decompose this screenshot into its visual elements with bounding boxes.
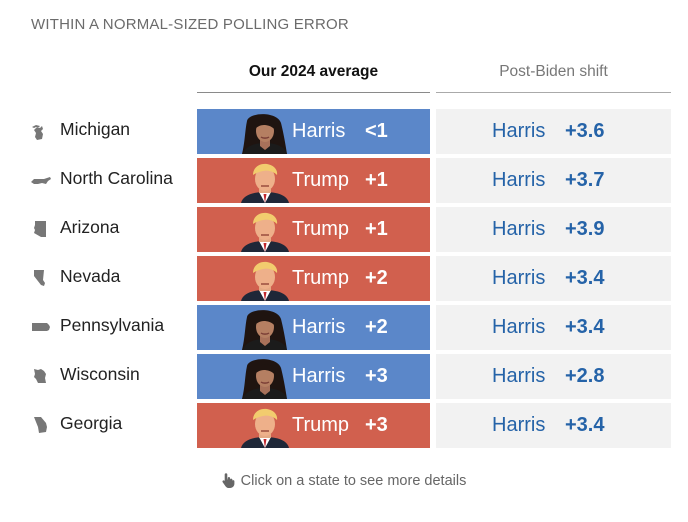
shift-cell: Harris +3.4 bbox=[436, 305, 671, 350]
average-candidate: Trump bbox=[292, 267, 350, 289]
shift-margin: +3.7 bbox=[565, 169, 605, 191]
average-margin: +2 bbox=[365, 267, 388, 289]
average-candidate: Harris bbox=[292, 120, 346, 142]
state-name: Georgia bbox=[60, 413, 123, 433]
average-cell: Harris +2 bbox=[197, 305, 430, 350]
state-row-michigan[interactable]: Michigan Harris <1 Harris +3.6 bbox=[0, 109, 688, 154]
footer-hint-text: Click on a state to see more details bbox=[240, 473, 467, 489]
average-candidate: Trump bbox=[292, 414, 350, 436]
shift-cell: Harris +3.6 bbox=[436, 109, 671, 154]
trump-portrait bbox=[237, 256, 293, 301]
shift-candidate: Harris bbox=[492, 267, 546, 289]
shift-margin: +3.6 bbox=[565, 120, 605, 142]
wisconsin-icon bbox=[31, 366, 51, 386]
georgia-icon bbox=[31, 415, 51, 435]
state-row-pennsylvania[interactable]: Pennsylvania Harris +2 Harris +3.4 bbox=[0, 305, 688, 350]
shift-candidate: Harris bbox=[492, 316, 546, 338]
shift-candidate: Harris bbox=[492, 414, 546, 436]
shift-margin: +3.4 bbox=[565, 414, 605, 436]
shift-candidate: Harris bbox=[492, 218, 546, 240]
state-name: Nevada bbox=[60, 266, 121, 286]
shift-candidate: Harris bbox=[492, 365, 546, 387]
shift-margin: +3.4 bbox=[565, 267, 605, 289]
shift-cell: Harris +3.7 bbox=[436, 158, 671, 203]
trump-portrait bbox=[237, 403, 293, 448]
state-name: Arizona bbox=[60, 217, 120, 237]
state-row-north-carolina[interactable]: North Carolina Trump +1 Harris +3.7 bbox=[0, 158, 688, 203]
average-candidate: Harris bbox=[292, 316, 346, 338]
average-margin: <1 bbox=[365, 120, 388, 142]
shift-cell: Harris +3.4 bbox=[436, 403, 671, 448]
state-name: Wisconsin bbox=[60, 364, 140, 384]
average-cell: Trump +2 bbox=[197, 256, 430, 301]
north-carolina-icon bbox=[31, 170, 51, 190]
shift-candidate: Harris bbox=[492, 169, 546, 191]
average-margin: +3 bbox=[365, 414, 388, 436]
pointer-hand-icon bbox=[222, 472, 235, 492]
column-header-shift-label: Post-Biden shift bbox=[499, 63, 608, 80]
harris-portrait bbox=[237, 109, 293, 154]
shift-cell: Harris +3.4 bbox=[436, 256, 671, 301]
average-candidate: Trump bbox=[292, 218, 350, 240]
state-list: Michigan Harris <1 Harris +3.6 North Car… bbox=[0, 109, 688, 452]
state-row-arizona[interactable]: Arizona Trump +1 Harris +3.9 bbox=[0, 207, 688, 252]
shift-cell: Harris +3.9 bbox=[436, 207, 671, 252]
michigan-icon bbox=[31, 121, 51, 141]
average-candidate: Trump bbox=[292, 169, 350, 191]
footer-hint: Click on a state to see more details bbox=[0, 472, 688, 492]
column-header-shift: Post-Biden shift bbox=[436, 62, 671, 93]
column-header-average-label: Our 2024 average bbox=[248, 63, 379, 80]
average-cell: Harris <1 bbox=[197, 109, 430, 154]
average-margin: +1 bbox=[365, 169, 388, 191]
state-name: Pennsylvania bbox=[60, 315, 165, 335]
shift-candidate: Harris bbox=[492, 120, 546, 142]
arizona-icon bbox=[31, 219, 51, 239]
average-cell: Trump +1 bbox=[197, 158, 430, 203]
state-row-nevada[interactable]: Nevada Trump +2 Harris +3.4 bbox=[0, 256, 688, 301]
trump-portrait bbox=[237, 207, 293, 252]
average-cell: Harris +3 bbox=[197, 354, 430, 399]
average-margin: +2 bbox=[365, 316, 388, 338]
harris-portrait bbox=[237, 354, 293, 399]
average-cell: Trump +3 bbox=[197, 403, 430, 448]
state-name: Michigan bbox=[60, 119, 131, 139]
shift-margin: +3.9 bbox=[565, 218, 605, 240]
average-margin: +3 bbox=[365, 365, 388, 387]
state-row-wisconsin[interactable]: Wisconsin Harris +3 Harris +2.8 bbox=[0, 354, 688, 399]
state-name: North Carolina bbox=[60, 168, 173, 188]
state-row-georgia[interactable]: Georgia Trump +3 Harris +3.4 bbox=[0, 403, 688, 448]
harris-portrait bbox=[237, 305, 293, 350]
shift-margin: +2.8 bbox=[565, 365, 605, 387]
shift-cell: Harris +2.8 bbox=[436, 354, 671, 399]
column-header-average: Our 2024 average bbox=[197, 62, 430, 93]
average-candidate: Harris bbox=[292, 365, 346, 387]
pennsylvania-icon bbox=[31, 317, 51, 337]
trump-portrait bbox=[237, 158, 293, 203]
average-cell: Trump +1 bbox=[197, 207, 430, 252]
section-title: WITHIN A NORMAL-SIZED POLLING ERROR bbox=[31, 16, 349, 33]
nevada-icon bbox=[31, 268, 51, 288]
average-margin: +1 bbox=[365, 218, 388, 240]
shift-margin: +3.4 bbox=[565, 316, 605, 338]
